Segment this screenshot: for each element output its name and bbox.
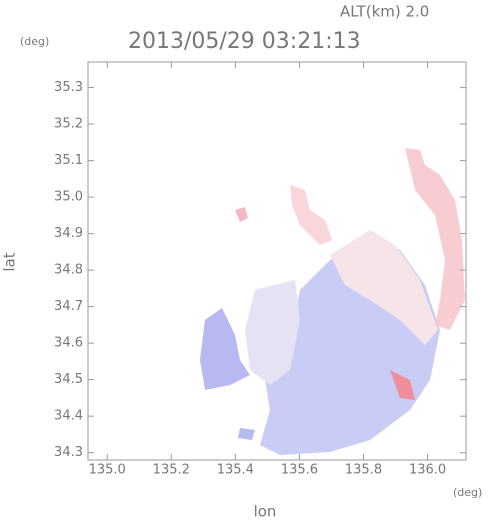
y-tick-label: 35.3 <box>54 80 83 95</box>
altitude: ALT(km) 2.0 <box>340 3 429 21</box>
y-tick-label: 34.9 <box>54 226 83 241</box>
light-region <box>330 230 438 345</box>
y-tick-label: 35.2 <box>54 117 83 132</box>
blue-region <box>238 428 255 440</box>
y-tick-label: 34.6 <box>54 336 83 351</box>
x-tick-label: 135.2 <box>153 463 190 478</box>
y-tick-label: 34.8 <box>54 263 83 278</box>
plot-frame <box>87 61 467 461</box>
red-region <box>290 185 332 245</box>
velocity-field <box>200 148 465 455</box>
red-region <box>235 207 248 222</box>
y-tick-label: 34.5 <box>54 372 83 387</box>
red-region <box>405 148 465 330</box>
blue-region <box>200 308 250 390</box>
y-tick-label: 34.3 <box>54 445 83 460</box>
y-tick-label: 35.1 <box>54 153 83 168</box>
x-tick-label: 136.0 <box>409 463 446 478</box>
y-tick-label: 35.0 <box>54 190 83 205</box>
red-region <box>390 370 415 400</box>
x-axis-label: lon <box>254 503 277 521</box>
chart-title: 2013/05/29 03:21:13 <box>128 29 361 54</box>
y-unit: (deg) <box>20 35 49 48</box>
x-tick-label: 135.8 <box>345 463 382 478</box>
mixed-region <box>245 280 300 385</box>
x-unit: (deg) <box>453 486 482 499</box>
y-tick-label: 34.7 <box>54 299 83 314</box>
x-tick-label: 135.4 <box>217 463 254 478</box>
x-tick-label: 135.6 <box>281 463 318 478</box>
y-axis-label: lat <box>1 252 19 271</box>
x-tick-label: 135.0 <box>89 463 126 478</box>
y-tick-label: 34.4 <box>54 409 83 424</box>
